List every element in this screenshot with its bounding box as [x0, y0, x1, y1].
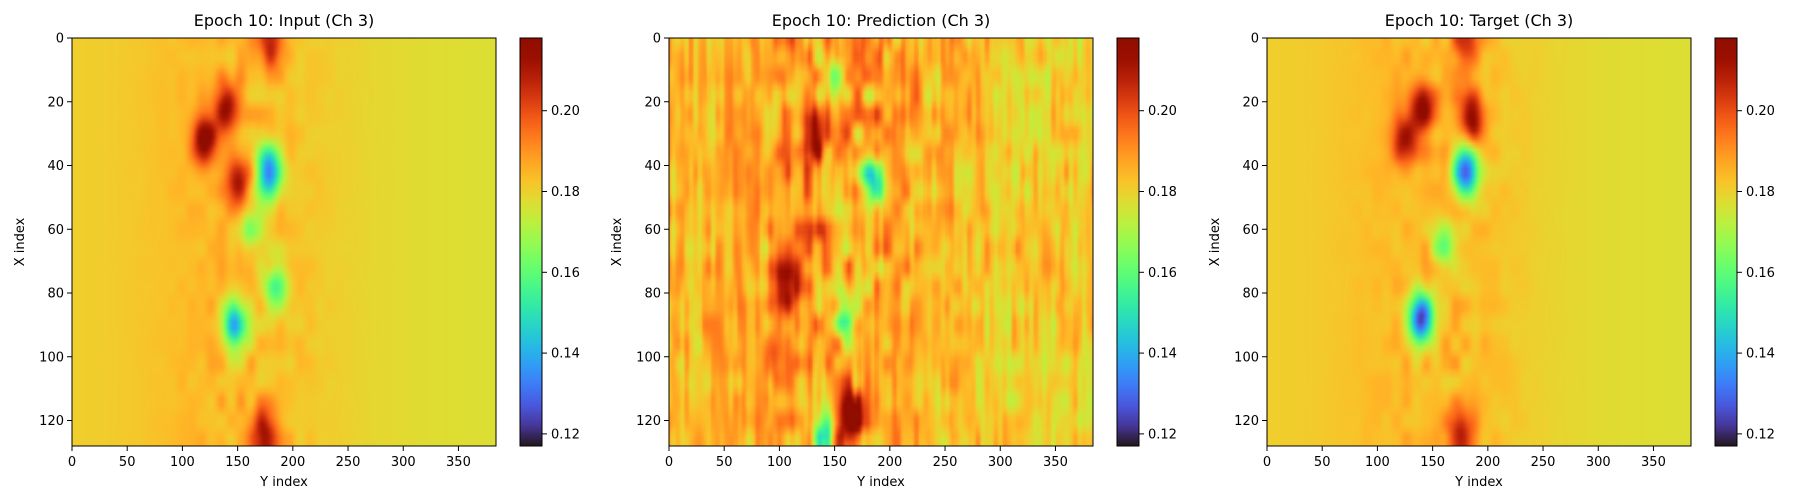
- colorbar-tick-label: 0.16: [1148, 266, 1177, 281]
- y-tick-label: 20: [644, 95, 661, 110]
- x-tick-label: 200: [877, 455, 902, 470]
- colorbar-tick-label: 0.20: [1148, 104, 1177, 119]
- colorbar-tick-label: 0.18: [551, 185, 580, 200]
- x-tick-label: 100: [170, 455, 195, 470]
- y-tick-label: 60: [644, 223, 661, 238]
- colorbar-tick-label: 0.20: [551, 104, 580, 119]
- heatmap-image: [669, 38, 1093, 446]
- colorbar-tick-label: 0.14: [1148, 347, 1177, 362]
- colorbar-tick-label: 0.16: [1746, 266, 1775, 281]
- y-tick-label: 20: [47, 95, 64, 110]
- x-tick-label: 100: [1365, 455, 1390, 470]
- x-axis-label: Y index: [1454, 475, 1503, 490]
- y-tick-label: 120: [39, 414, 64, 429]
- colorbar-tick-label: 0.12: [1746, 427, 1775, 442]
- colorbar-tick-label: 0.16: [551, 266, 580, 281]
- chart-title: Epoch 10: Input (Ch 3): [194, 11, 375, 30]
- y-axis-label: X index: [1208, 217, 1223, 266]
- colorbar-frame: [1714, 37, 1738, 447]
- y-tick-label: 100: [636, 350, 661, 365]
- y-tick-label: 120: [1234, 414, 1259, 429]
- x-tick-label: 250: [933, 455, 958, 470]
- x-tick-label: 350: [1043, 455, 1068, 470]
- x-tick-label: 50: [716, 455, 733, 470]
- colorbar: [520, 38, 542, 446]
- y-tick-label: 40: [47, 159, 64, 174]
- x-tick-label: 50: [119, 455, 136, 470]
- colorbar: [1117, 38, 1139, 446]
- colorbar-tick-label: 0.12: [551, 427, 580, 442]
- x-tick-label: 350: [1641, 455, 1666, 470]
- x-axis-label: Y index: [259, 475, 308, 490]
- colorbar: [1715, 38, 1737, 446]
- y-tick-label: 80: [644, 287, 661, 302]
- chart-panel-3: Epoch 10: Target (Ch 3)0 50 100 150 200 250 30…: [1208, 11, 1775, 490]
- x-tick-label: 250: [336, 455, 361, 470]
- colorbar-tick-label: 0.18: [1746, 185, 1775, 200]
- x-tick-label: 50: [1314, 455, 1331, 470]
- x-tick-label: 200: [1475, 455, 1500, 470]
- x-tick-label: 100: [767, 455, 792, 470]
- chart-panel-1: Epoch 10: Input (Ch 3)0 50 100 150 200 250 300…: [13, 11, 580, 490]
- y-tick-label: 100: [1234, 350, 1259, 365]
- heatmap-image: [1267, 38, 1691, 446]
- x-tick-label: 350: [446, 455, 471, 470]
- heatmap-image: [72, 38, 496, 446]
- y-tick-label: 40: [1242, 159, 1259, 174]
- y-tick-label: 0: [56, 32, 64, 47]
- x-tick-label: 0: [665, 455, 673, 470]
- y-tick-label: 120: [636, 414, 661, 429]
- y-tick-label: 0: [1251, 32, 1259, 47]
- y-axis-label: X index: [13, 217, 28, 266]
- x-tick-label: 300: [391, 455, 416, 470]
- colorbar-frame: [519, 37, 543, 447]
- x-tick-label: 0: [1263, 455, 1271, 470]
- y-tick-label: 0: [653, 32, 661, 47]
- y-tick-label: 40: [644, 159, 661, 174]
- chart-title: Epoch 10: Target (Ch 3): [1385, 11, 1574, 30]
- colorbar-tick-label: 0.14: [551, 347, 580, 362]
- colorbar-tick-label: 0.14: [1746, 347, 1775, 362]
- y-tick-label: 100: [39, 350, 64, 365]
- y-tick-label: 80: [1242, 287, 1259, 302]
- y-tick-label: 20: [1242, 95, 1259, 110]
- x-tick-label: 250: [1531, 455, 1556, 470]
- x-tick-label: 150: [225, 455, 250, 470]
- x-tick-label: 150: [822, 455, 847, 470]
- x-tick-label: 200: [280, 455, 305, 470]
- y-axis-label: X index: [610, 217, 625, 266]
- x-tick-label: 300: [988, 455, 1013, 470]
- x-axis-label: Y index: [856, 475, 905, 490]
- plot-frame: [1266, 37, 1692, 447]
- x-tick-label: 0: [68, 455, 76, 470]
- x-tick-label: 150: [1420, 455, 1445, 470]
- chart-title: Epoch 10: Prediction (Ch 3): [772, 11, 991, 30]
- x-tick-label: 300: [1586, 455, 1611, 470]
- colorbar-tick-label: 0.18: [1148, 185, 1177, 200]
- colorbar-tick-label: 0.20: [1746, 104, 1775, 119]
- chart-panel-2: Epoch 10: Prediction (Ch 3)0 50 100 150 200 2…: [610, 11, 1177, 490]
- y-tick-label: 80: [47, 287, 64, 302]
- plot-frame: [71, 37, 497, 447]
- y-tick-label: 60: [1242, 223, 1259, 238]
- plot-frame: [668, 37, 1094, 447]
- colorbar-frame: [1116, 37, 1140, 447]
- y-tick-label: 60: [47, 223, 64, 238]
- colorbar-tick-label: 0.12: [1148, 427, 1177, 442]
